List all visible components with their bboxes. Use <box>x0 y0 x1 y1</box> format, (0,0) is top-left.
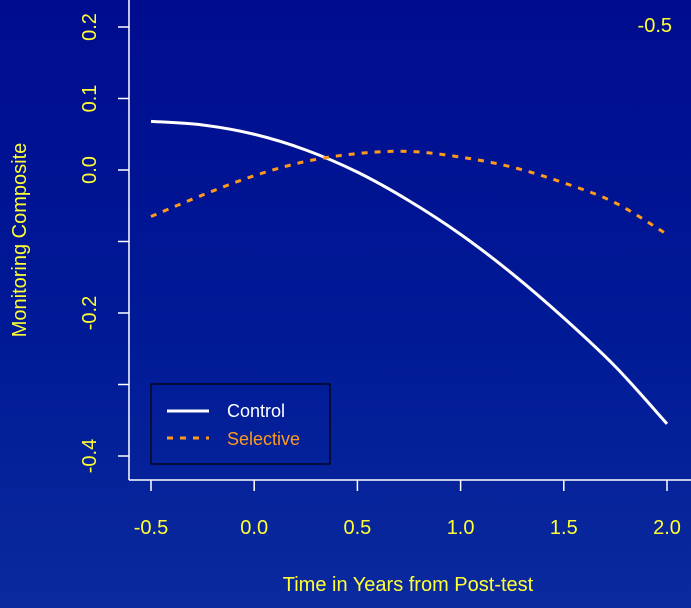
legend-label-selective: Selective <box>227 429 300 449</box>
series-layer <box>150 119 669 425</box>
panel-label: -0.5 <box>638 15 672 37</box>
legend-box <box>150 383 331 465</box>
legend-label-control: Control <box>227 401 285 421</box>
y-tick-label: -0.4 <box>79 439 101 473</box>
x-tick-label: 1.0 <box>447 517 475 539</box>
x-tick-label: 2.0 <box>653 517 681 539</box>
x-tick-label: 0.5 <box>343 517 371 539</box>
x-tick-label: -0.5 <box>134 517 168 539</box>
series-line-selective <box>150 149 668 236</box>
series-line-control <box>150 119 669 425</box>
y-tick-label: -0.2 <box>79 296 101 330</box>
legend: Control Selective <box>150 383 331 465</box>
y-tick-label: 0.1 <box>79 85 101 113</box>
x-axis-label: Time in Years from Post-test <box>283 574 534 596</box>
y-tick-label: 0.2 <box>79 13 101 41</box>
y-axis-label: Monitoring Composite <box>9 143 31 338</box>
x-axis-ticks: -0.5 0.0 0.5 1.0 1.5 2.0 <box>134 480 681 539</box>
x-tick-label: 0.0 <box>240 517 268 539</box>
x-tick-label: 1.5 <box>550 517 578 539</box>
y-axis-ticks: -0.4 -0.2 0.0 0.1 0.2 <box>79 13 129 473</box>
y-tick-label: 0.0 <box>79 156 101 184</box>
